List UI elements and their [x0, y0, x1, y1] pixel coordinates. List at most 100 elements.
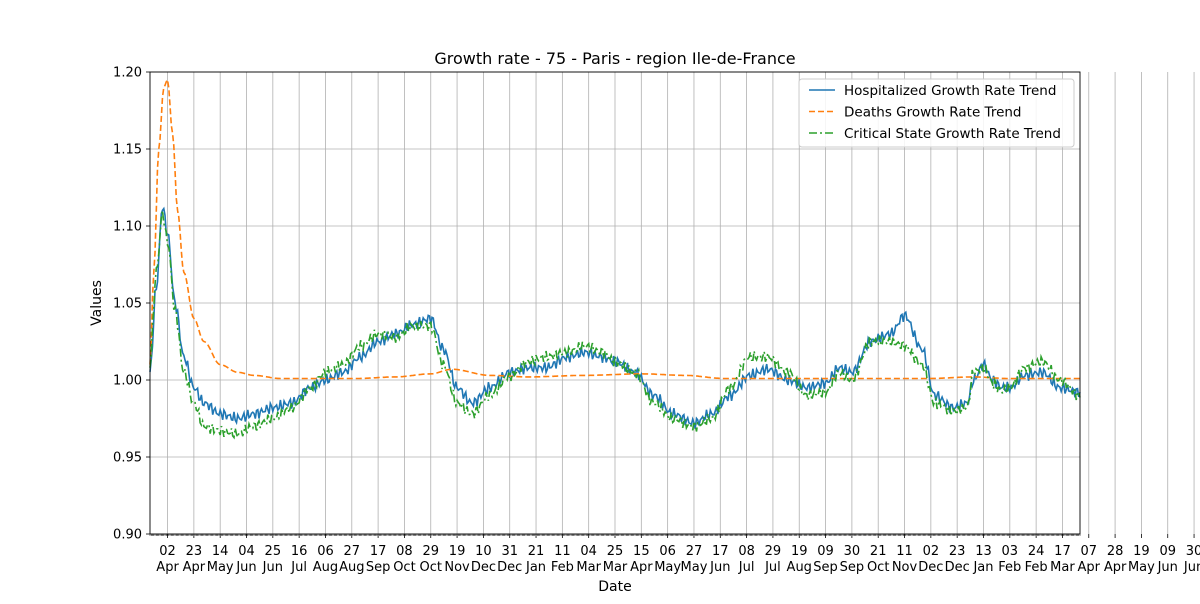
- x-tick-day: 02: [159, 544, 176, 559]
- x-tick-month: Aug: [787, 560, 812, 575]
- x-tick-label: 14 May: [207, 544, 234, 575]
- x-tick-label: 27 May: [681, 544, 708, 575]
- x-tick-day: 21: [870, 544, 887, 559]
- x-tick-label: 23 Dec: [945, 544, 970, 575]
- x-tick-month: Apr: [156, 560, 179, 575]
- x-tick-label: 27 Aug: [339, 544, 364, 575]
- x-tick-day: 08: [738, 544, 755, 559]
- x-tick-label: 25 Mar: [603, 544, 628, 575]
- legend-label-1: Hospitalized Growth Rate Trend: [844, 83, 1056, 99]
- x-tick-day: 17: [712, 544, 729, 559]
- x-tick-day: 19: [449, 544, 466, 559]
- x-tick-month: Dec: [945, 560, 970, 575]
- x-tick-label: 08 Jul: [738, 544, 755, 575]
- x-tick-label: 19 Nov: [444, 544, 470, 575]
- x-tick-label: 11 Nov: [892, 544, 918, 575]
- legend: Hospitalized Growth Rate Trend Deaths Gro…: [798, 78, 1075, 148]
- x-tick-label: 07 Apr: [1078, 544, 1101, 575]
- x-tick-month: Apr: [183, 560, 206, 575]
- y-tick-label: 1.00: [113, 374, 142, 389]
- x-tick-day: 13: [975, 544, 992, 559]
- x-tick-month: Jun: [1157, 560, 1178, 575]
- x-tick-label: 31 Dec: [497, 544, 522, 575]
- x-tick-month: Nov: [444, 560, 470, 575]
- x-tick-month: Feb: [1025, 560, 1048, 575]
- x-tick-month: Jun: [235, 560, 256, 575]
- legend-label-2: Deaths Growth Rate Trend: [844, 105, 1022, 121]
- x-tick-label: 04 Jun: [235, 544, 256, 575]
- x-tick-day: 27: [686, 544, 703, 559]
- x-tick-month: Oct: [867, 560, 889, 575]
- x-tick-day: 02: [923, 544, 940, 559]
- x-tick-month: Dec: [918, 560, 943, 575]
- x-tick-month: Jul: [764, 560, 781, 575]
- x-tick-month: Dec: [471, 560, 496, 575]
- series-line-3: [149, 210, 1081, 440]
- y-tick-label: 1.05: [113, 297, 142, 312]
- x-tick-day: 03: [1002, 544, 1019, 559]
- x-tick-month: Sep: [813, 560, 838, 575]
- y-tick-label: 0.90: [113, 528, 142, 543]
- x-tick-day: 24: [1028, 544, 1045, 559]
- x-tick-month: Jun: [1183, 560, 1200, 575]
- x-tick-label: 02 Apr: [156, 544, 179, 575]
- x-tick-month: May: [681, 560, 708, 575]
- x-tick-month: Dec: [497, 560, 522, 575]
- x-tick-day: 06: [659, 544, 676, 559]
- x-tick-month: Jan: [525, 560, 546, 575]
- x-tick-day: 19: [791, 544, 808, 559]
- x-tick-day: 17: [370, 544, 387, 559]
- x-tick-month: Nov: [892, 560, 918, 575]
- x-tick-month: Aug: [313, 560, 338, 575]
- x-tick-label: 11 Feb: [551, 544, 574, 575]
- x-tick-label: 13 Jan: [972, 544, 993, 575]
- y-tick-label: 1.20: [113, 66, 142, 81]
- x-tick-day: 30: [1186, 544, 1200, 559]
- x-tick-day: 23: [949, 544, 966, 559]
- y-tick-label: 0.95: [113, 451, 142, 466]
- x-tick-month: Oct: [393, 560, 415, 575]
- x-tick-month: Mar: [1050, 560, 1075, 575]
- x-tick-label: 17 Sep: [366, 544, 391, 575]
- y-axis: 0.90 0.95 1.00 1.05 1.10 1.15 1.20: [113, 66, 150, 543]
- x-tick-label: 02 Dec: [918, 544, 943, 575]
- x-tick-label: 06 Aug: [313, 544, 338, 575]
- x-tick-day: 11: [554, 544, 571, 559]
- x-tick-day: 25: [265, 544, 282, 559]
- legend-label-3: Critical State Growth Rate Trend: [844, 126, 1061, 142]
- series-line-2: [149, 77, 1080, 380]
- x-tick-day: 21: [528, 544, 545, 559]
- x-tick-month: May: [654, 560, 681, 575]
- x-tick-label: 17 Mar: [1050, 544, 1075, 575]
- x-tick-day: 08: [396, 544, 413, 559]
- y-tick-label: 1.10: [113, 220, 142, 235]
- x-tick-day: 04: [238, 544, 255, 559]
- x-tick-month: Apr: [630, 560, 653, 575]
- x-tick-label: 29 Oct: [420, 544, 442, 575]
- x-tick-month: Jan: [972, 560, 993, 575]
- x-tick-day: 19: [1133, 544, 1150, 559]
- x-tick-label: 06 May: [654, 544, 681, 575]
- x-tick-month: Sep: [366, 560, 391, 575]
- x-tick-month: Apr: [1104, 560, 1127, 575]
- x-axis-label: Date: [598, 579, 631, 595]
- x-tick-label: 15 Apr: [630, 544, 653, 575]
- x-tick-day: 04: [580, 544, 597, 559]
- x-tick-day: 15: [633, 544, 650, 559]
- x-tick-day: 16: [291, 544, 308, 559]
- x-tick-day: 27: [344, 544, 361, 559]
- x-tick-day: 11: [896, 544, 913, 559]
- x-tick-day: 31: [501, 544, 518, 559]
- x-tick-month: Jul: [738, 560, 755, 575]
- x-tick-month: Oct: [420, 560, 442, 575]
- x-tick-label: 17 Jun: [709, 544, 730, 575]
- x-tick-month: Feb: [998, 560, 1021, 575]
- x-tick-day: 06: [317, 544, 334, 559]
- x-tick-label: 25 Jun: [262, 544, 283, 575]
- x-tick-label: 19 May: [1128, 544, 1155, 575]
- x-tick-label: 16 Jul: [290, 544, 307, 575]
- x-tick-day: 28: [1107, 544, 1124, 559]
- grid-lines: [150, 71, 1195, 535]
- x-tick-label: 21 Oct: [867, 544, 889, 575]
